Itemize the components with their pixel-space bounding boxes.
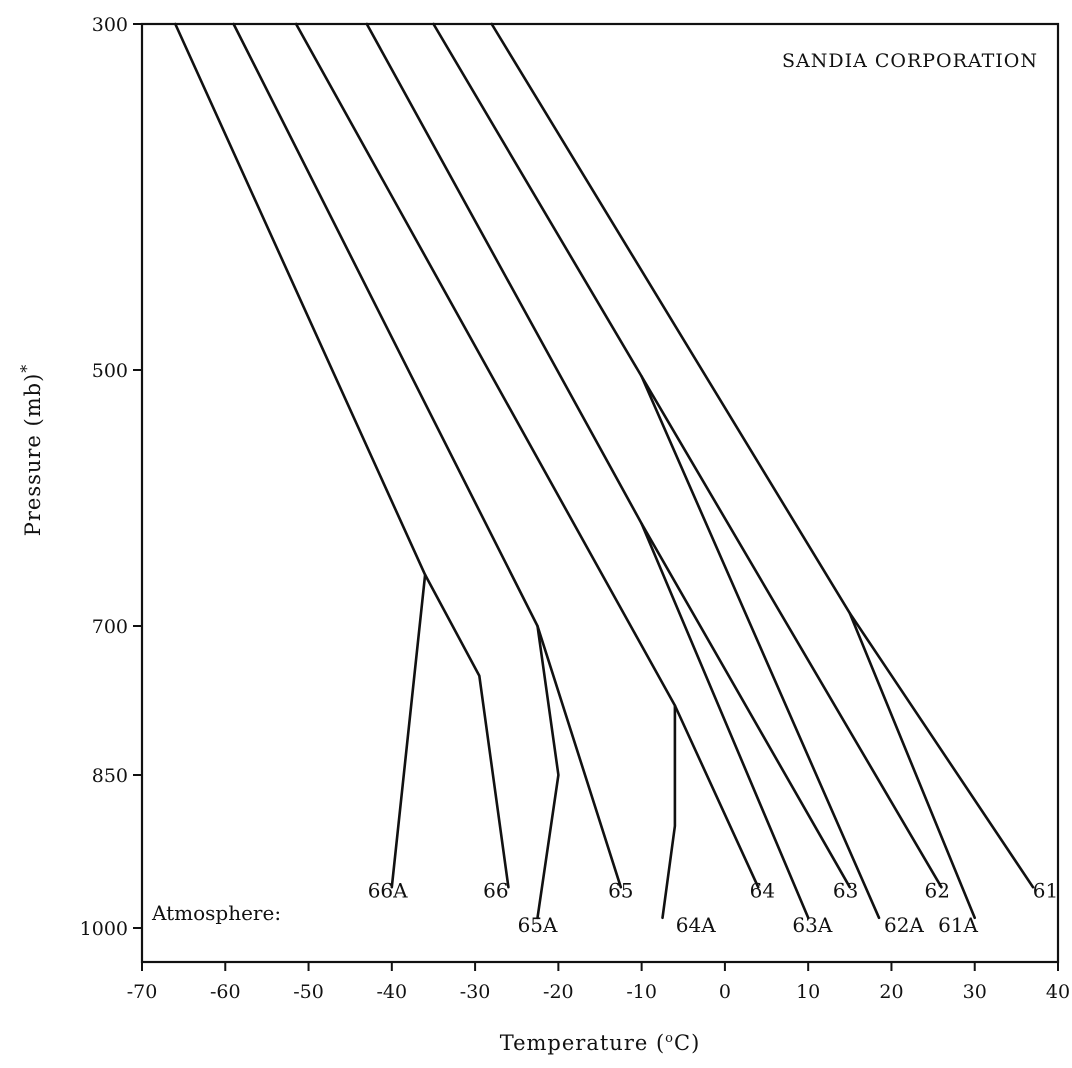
series-line-64a xyxy=(661,704,677,920)
y-tick-label: 500 xyxy=(92,360,128,382)
y-tick-label: 300 xyxy=(92,14,128,36)
series-line-62 xyxy=(432,22,943,889)
x-tick-label: -30 xyxy=(460,981,491,1003)
series-line-63 xyxy=(365,22,852,889)
series-line-61a xyxy=(848,611,977,920)
x-tick-label: -20 xyxy=(543,981,574,1003)
series-label-62: 62 xyxy=(925,878,950,902)
series-label-61a: 61A xyxy=(938,913,978,937)
x-tick-label: 40 xyxy=(1046,981,1070,1003)
y-axis-title: Pressure (mb)* xyxy=(17,364,45,537)
plot-frame xyxy=(140,22,1060,964)
series-line-66 xyxy=(174,22,510,889)
series-label-62a: 62A xyxy=(884,913,924,937)
x-axis-title-main: Temperature ( xyxy=(500,1031,665,1055)
x-tick-label: -40 xyxy=(377,981,408,1003)
series-line-61 xyxy=(490,22,1035,889)
x-tick-label: -10 xyxy=(626,981,657,1003)
axis-ticks: -70 -60 -50 -40 -30 -20 -10 0 10 20 30 40 300 500 700 8… xyxy=(80,14,1070,1003)
y-tick-label: 1000 xyxy=(80,918,128,940)
series-label-61: 61 xyxy=(1033,878,1058,902)
y-tick-label: 700 xyxy=(92,616,128,638)
series-label-64: 64 xyxy=(750,878,775,902)
x-tick-label: 20 xyxy=(879,981,903,1003)
x-tick-label: 30 xyxy=(963,981,987,1003)
x-axis-title: Temperature (oC) xyxy=(500,1031,701,1055)
x-tick-label: 0 xyxy=(719,981,731,1003)
series-label-63: 63 xyxy=(833,878,858,902)
series-line-65 xyxy=(232,22,623,889)
x-tick-label: -60 xyxy=(210,981,241,1003)
series-lines xyxy=(174,22,1035,920)
x-axis-title-degree: o xyxy=(665,1031,674,1046)
series-line-62a xyxy=(640,375,881,920)
series-label-66a: 66A xyxy=(368,878,408,902)
series-label-65a: 65A xyxy=(518,913,558,937)
x-tick-label: -50 xyxy=(293,981,324,1003)
series-line-66a xyxy=(390,573,427,889)
y-axis-title-asterisk: * xyxy=(17,364,36,373)
series-label-66: 66 xyxy=(483,878,508,902)
x-axis-title-unit: C) xyxy=(674,1031,700,1055)
x-tick-label: -70 xyxy=(127,981,158,1003)
series-label-63a: 63A xyxy=(792,913,832,937)
series-line-65a xyxy=(536,624,560,920)
y-tick-label: 850 xyxy=(92,765,128,787)
legend-prefix: Atmosphere: xyxy=(151,901,281,925)
x-tick-label: 10 xyxy=(796,981,820,1003)
series-label-64a: 64A xyxy=(676,913,716,937)
sandia-annotation: SANDIA CORPORATION xyxy=(782,50,1038,72)
series-label-65: 65 xyxy=(608,878,633,902)
y-axis-title-main: Pressure (mb) xyxy=(21,373,45,537)
series-line-63a xyxy=(640,522,810,920)
